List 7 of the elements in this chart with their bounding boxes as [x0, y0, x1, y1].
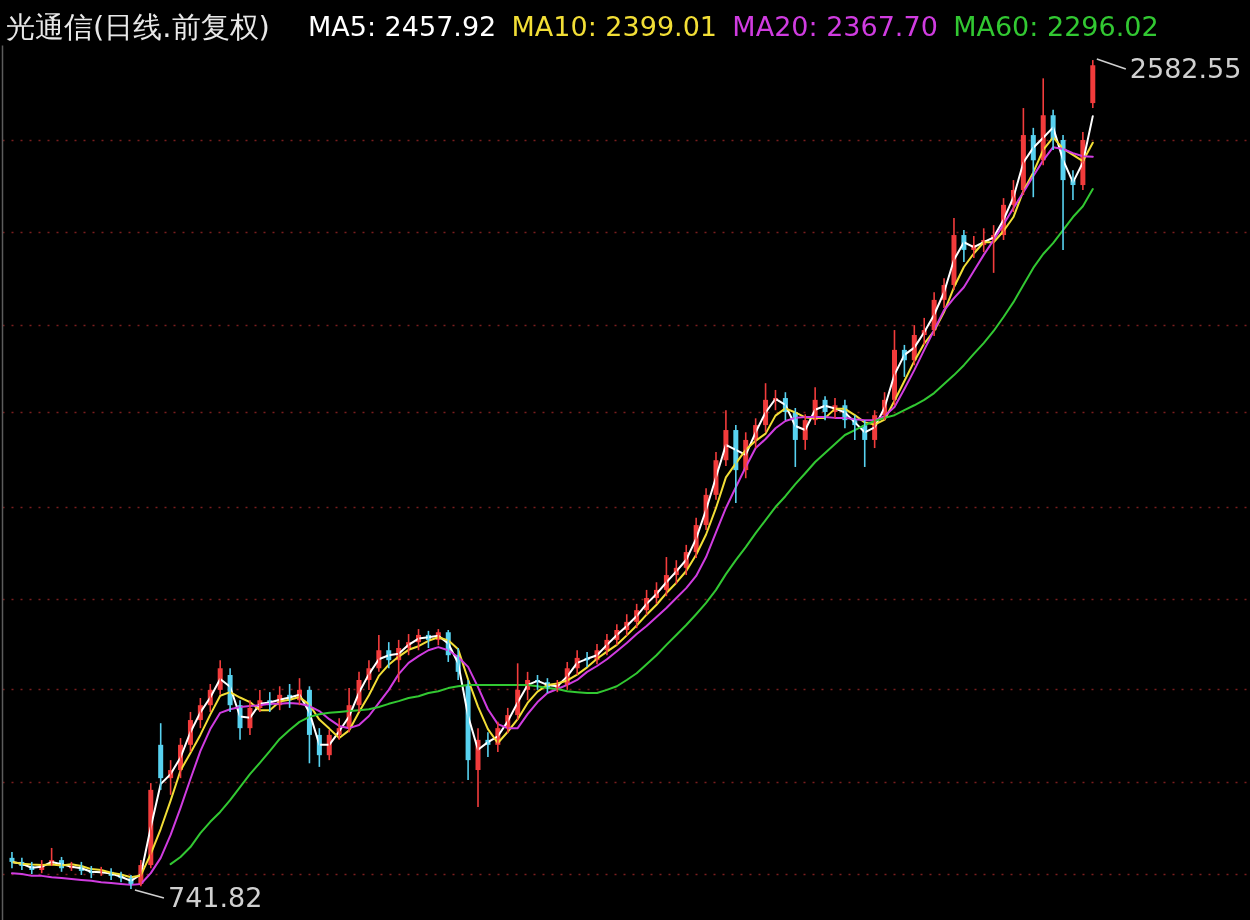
text: MA10: 2399.01	[511, 11, 717, 42]
text: MA5: 2457.92	[308, 11, 497, 42]
annotation: 741.82	[167, 882, 263, 914]
chart-title: 光通信(日线.前复权)	[6, 10, 270, 44]
text: MA20: 2367.70	[732, 11, 938, 42]
text: 2582.55	[1129, 53, 1242, 85]
text: MA60: 2296.02	[953, 11, 1159, 42]
